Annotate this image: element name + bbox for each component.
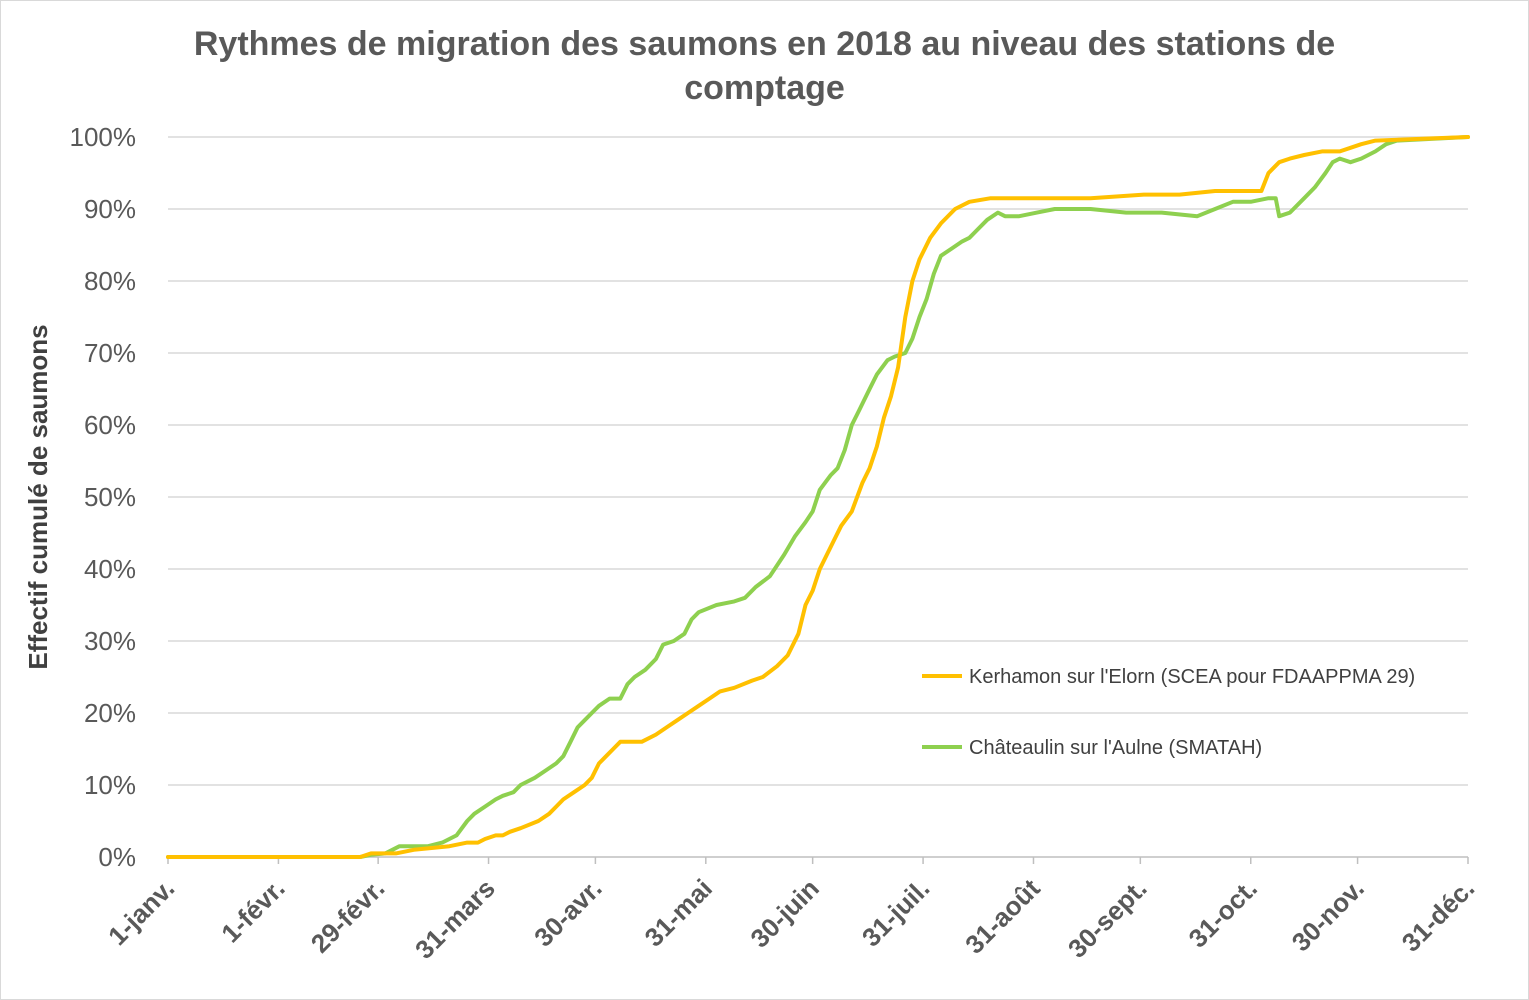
x-tick-label: 29-févr.: [305, 873, 391, 959]
y-tick-label: 60%: [84, 410, 136, 440]
y-tick-label: 20%: [84, 698, 136, 728]
x-tick-label: 30-juin: [744, 873, 824, 953]
y-tick-label: 10%: [84, 770, 136, 800]
series-line-2: [166, 135, 1470, 859]
x-tick-label: 31-mai: [639, 873, 718, 952]
legend: Kerhamon sur l'Elorn (SCEA pour FDAAPPMA…: [922, 666, 1415, 759]
y-tick-label: 0%: [98, 842, 136, 872]
gridlines: [168, 136, 1468, 786]
chart-title-line1: Rythmes de migration des saumons en 2018…: [193, 25, 1336, 63]
x-tick-label: 1-févr.: [215, 873, 290, 948]
y-tick-label: 50%: [84, 482, 136, 512]
y-axis-label: Effectif cumulé de saumons: [23, 324, 53, 669]
y-tick-label: 70%: [84, 338, 136, 368]
legend-label: Châteaulin sur l'Aulne (SMATAH): [969, 737, 1262, 759]
y-tick-label: 90%: [84, 194, 136, 224]
x-tick-label: 1-janv.: [102, 873, 180, 951]
y-tick-label: 40%: [84, 554, 136, 584]
x-tick-label: 31-déc.: [1396, 873, 1481, 958]
chart-title-line2: comptage: [684, 69, 845, 107]
x-axis-ticks: 1-janv. 1-févr. 29-févr. 31-mars 30-avr. 31-m…: [102, 857, 1480, 965]
legend-label: Kerhamon sur l'Elorn (SCEA pour FDAAPPMA…: [969, 666, 1415, 688]
x-tick-label: 30-sept.: [1062, 873, 1153, 964]
y-axis-ticks: 0% 10% 20% 30% 40% 50% 60% 70% 80% 90% 100%: [70, 122, 137, 872]
series-line-1: [166, 135, 1470, 859]
x-tick-label: 30-nov.: [1286, 873, 1370, 957]
x-tick-label: 31-août: [959, 873, 1046, 960]
series-lines: [166, 135, 1470, 859]
x-tick-label: 30-avr.: [528, 873, 607, 952]
x-tick-label: 31-juil.: [856, 873, 935, 952]
x-tick-label: 31-oct.: [1183, 873, 1263, 953]
x-tick-label: 31-mars: [409, 873, 501, 965]
y-tick-label: 80%: [84, 266, 136, 296]
y-tick-label: 100%: [70, 122, 137, 152]
chart-title: Rythmes de migration des saumons en 2018…: [0, 22, 1529, 110]
y-tick-label: 30%: [84, 626, 136, 656]
